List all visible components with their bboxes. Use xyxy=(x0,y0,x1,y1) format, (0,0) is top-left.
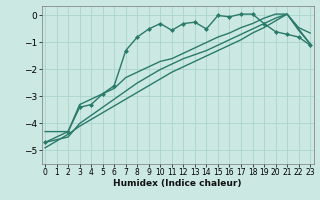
X-axis label: Humidex (Indice chaleur): Humidex (Indice chaleur) xyxy=(113,179,242,188)
